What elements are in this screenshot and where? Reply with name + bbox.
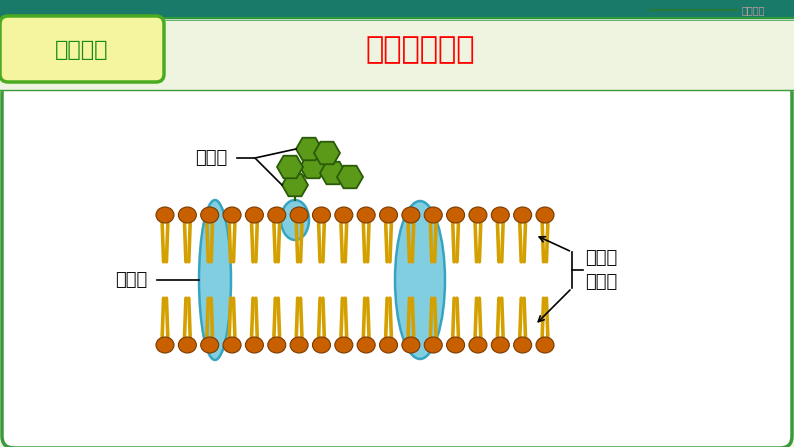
Ellipse shape bbox=[201, 207, 218, 223]
Ellipse shape bbox=[402, 207, 420, 223]
Text: 细胞膜的结构: 细胞膜的结构 bbox=[365, 35, 475, 64]
Text: 糖蛋白: 糖蛋白 bbox=[195, 149, 227, 167]
Ellipse shape bbox=[395, 201, 445, 359]
Ellipse shape bbox=[290, 337, 308, 353]
FancyBboxPatch shape bbox=[2, 82, 792, 447]
Text: 磷脂双
分子层: 磷脂双 分子层 bbox=[585, 249, 617, 291]
Ellipse shape bbox=[357, 207, 376, 223]
Ellipse shape bbox=[536, 207, 554, 223]
Ellipse shape bbox=[536, 337, 554, 353]
Ellipse shape bbox=[245, 207, 264, 223]
Ellipse shape bbox=[357, 337, 376, 353]
Ellipse shape bbox=[281, 200, 309, 240]
FancyBboxPatch shape bbox=[0, 16, 164, 82]
Ellipse shape bbox=[290, 207, 308, 223]
Bar bbox=[0, 18, 794, 90]
Ellipse shape bbox=[313, 207, 330, 223]
Ellipse shape bbox=[402, 337, 420, 353]
Text: 格致课堂: 格致课堂 bbox=[742, 5, 765, 15]
Polygon shape bbox=[296, 138, 322, 160]
Polygon shape bbox=[277, 156, 303, 178]
Ellipse shape bbox=[491, 337, 509, 353]
Ellipse shape bbox=[223, 207, 241, 223]
Ellipse shape bbox=[268, 337, 286, 353]
Ellipse shape bbox=[313, 337, 330, 353]
Ellipse shape bbox=[424, 207, 442, 223]
Ellipse shape bbox=[201, 337, 218, 353]
Ellipse shape bbox=[424, 337, 442, 353]
Polygon shape bbox=[337, 166, 363, 188]
Ellipse shape bbox=[223, 337, 241, 353]
Ellipse shape bbox=[179, 337, 196, 353]
Ellipse shape bbox=[245, 337, 264, 353]
Polygon shape bbox=[282, 174, 308, 196]
Ellipse shape bbox=[268, 207, 286, 223]
Ellipse shape bbox=[380, 337, 398, 353]
Ellipse shape bbox=[199, 200, 231, 360]
Ellipse shape bbox=[446, 337, 464, 353]
Bar bbox=[0, 0, 794, 18]
Text: 温故知新: 温故知新 bbox=[56, 40, 109, 60]
Ellipse shape bbox=[514, 207, 532, 223]
Ellipse shape bbox=[469, 207, 487, 223]
Ellipse shape bbox=[446, 207, 464, 223]
Ellipse shape bbox=[156, 337, 174, 353]
Ellipse shape bbox=[156, 207, 174, 223]
Ellipse shape bbox=[514, 337, 532, 353]
Polygon shape bbox=[300, 156, 326, 178]
Ellipse shape bbox=[380, 207, 398, 223]
Text: 蛋白质: 蛋白质 bbox=[115, 271, 147, 289]
Polygon shape bbox=[320, 162, 346, 184]
Ellipse shape bbox=[491, 207, 509, 223]
Ellipse shape bbox=[469, 337, 487, 353]
Ellipse shape bbox=[335, 207, 353, 223]
Ellipse shape bbox=[335, 337, 353, 353]
Polygon shape bbox=[314, 142, 340, 164]
Ellipse shape bbox=[179, 207, 196, 223]
